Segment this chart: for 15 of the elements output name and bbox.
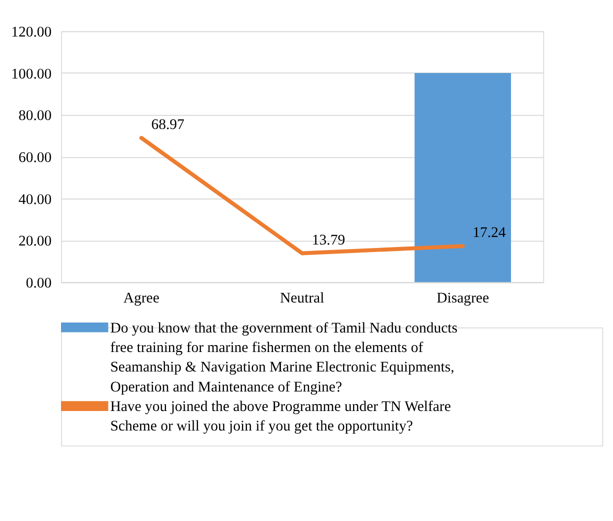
y-tick-label: 20.00 <box>18 234 52 250</box>
y-tick-label: 120.00 <box>11 24 52 41</box>
legend-label: Do you know that the government of Tamil Nadu conducts free training for marine fishermen on the elements of Seamanship & Navigation Marine Electronic Equipments, Operation and Maintenance of Engine? <box>110 320 458 396</box>
y-tick-label: 60.00 <box>18 150 52 166</box>
x-tick-label: Disagree <box>436 290 490 306</box>
data-label: 68.97 <box>151 117 184 134</box>
x-tick-label: Agree <box>123 290 160 306</box>
x-tick-label: Neutral <box>280 290 324 306</box>
y-tick-label: 100.00 <box>11 66 52 82</box>
y-tick-label: 40.00 <box>18 192 52 208</box>
legend-label: Have you joined the above Programme under TN Welfare Scheme or will you join if you get the opportunity? <box>110 399 452 435</box>
y-tick-label: 80.00 <box>18 108 52 124</box>
data-label: 17.24 <box>472 225 506 242</box>
data-label: 13.79 <box>312 232 346 248</box>
y-tick-label: 0.00 <box>26 276 52 292</box>
